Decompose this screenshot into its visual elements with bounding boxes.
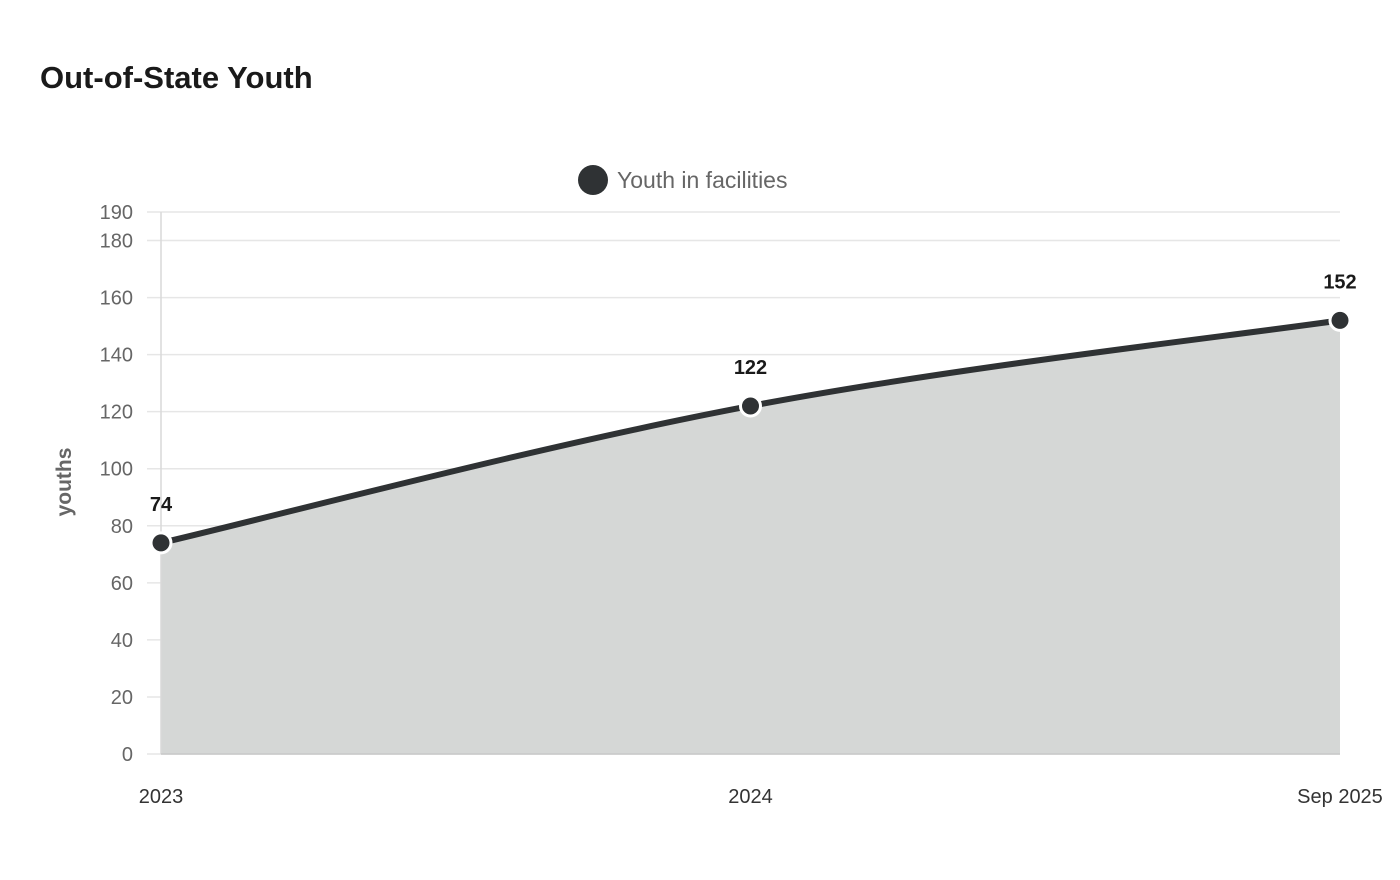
data-label: 152 (1323, 271, 1356, 293)
y-tick-label: 40 (111, 630, 133, 652)
data-point (739, 394, 762, 418)
axes: 0 20 40 60 80 100 120 140 160 180 190 2023 2024 Sep 2… (100, 202, 1383, 808)
y-tick-label: 140 (100, 345, 133, 367)
legend-marker (578, 165, 608, 195)
y-tick-label: 80 (111, 516, 133, 538)
legend[interactable]: Youth in facilities (578, 165, 787, 195)
x-tick-label: 2024 (728, 786, 773, 808)
y-axis-label: youths (53, 448, 76, 517)
x-tick-label: Sep 2025 (1297, 786, 1383, 808)
y-tick-label: 120 (100, 402, 133, 424)
area-layer (161, 320, 1340, 754)
y-tick-label: 190 (100, 202, 133, 224)
y-tick-label: 0 (122, 744, 133, 766)
chart-title: Out-of-State Youth (40, 60, 313, 95)
data-label: 122 (734, 357, 767, 379)
series-area (161, 320, 1340, 754)
y-tick-label: 60 (111, 573, 133, 595)
x-tick-label: 2023 (139, 786, 184, 808)
data-point (149, 531, 173, 555)
data-label: 74 (150, 494, 173, 516)
data-point (1328, 308, 1352, 332)
y-tick-label: 160 (100, 288, 133, 310)
point-layer (149, 308, 1352, 555)
y-tick-label: 20 (111, 687, 133, 709)
y-tick-label: 180 (100, 231, 133, 253)
data-label-layer: 74 122 152 (150, 271, 1357, 516)
y-tick-label: 100 (100, 459, 133, 481)
legend-label: Youth in facilities (617, 167, 787, 193)
